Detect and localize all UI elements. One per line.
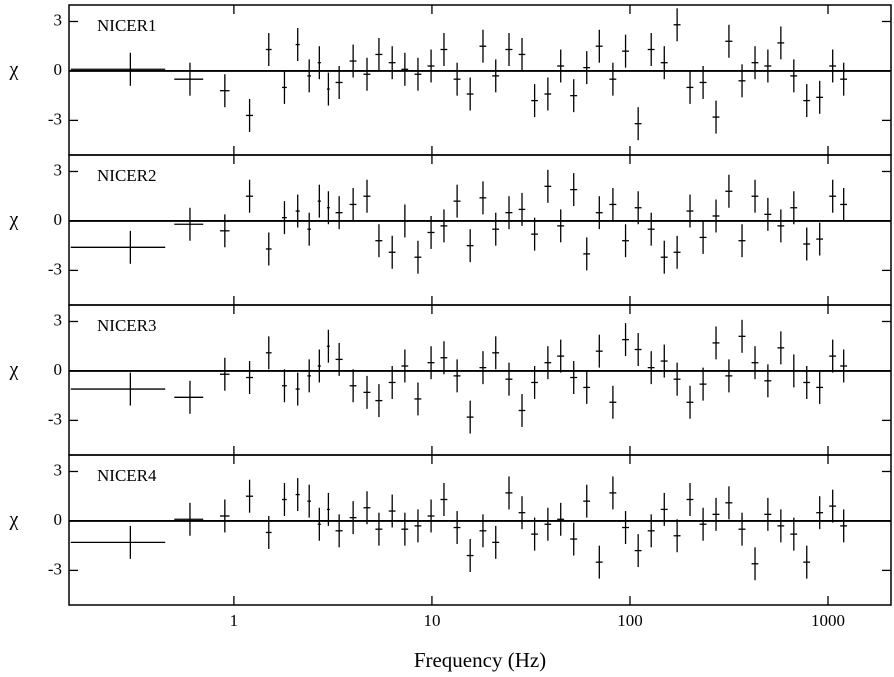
- y-tick-label: 3: [54, 310, 63, 329]
- panel-label: NICER1: [97, 16, 157, 35]
- y-tick-label: -3: [48, 259, 62, 278]
- y-tick-label: 0: [54, 210, 63, 229]
- y-axis-label: χ: [9, 59, 19, 81]
- y-tick-label: -3: [48, 109, 62, 128]
- y-tick-label: 0: [54, 360, 63, 379]
- panel-frame: [68, 454, 892, 606]
- y-tick-label: -3: [48, 409, 62, 428]
- y-tick-label: 3: [54, 160, 63, 179]
- y-axis-label: χ: [9, 509, 19, 531]
- x-tick-label: 100: [617, 611, 643, 630]
- y-tick-label: 3: [54, 10, 63, 29]
- y-tick-label: 0: [54, 60, 63, 79]
- y-tick-label: 0: [54, 510, 63, 529]
- y-tick-label: 3: [54, 460, 63, 479]
- panel-label: NICER4: [97, 466, 157, 485]
- x-tick-label: 10: [423, 611, 440, 630]
- y-tick-label: -3: [48, 559, 62, 578]
- x-axis-label: Frequency (Hz): [414, 648, 546, 672]
- panel-label: NICER2: [97, 166, 157, 185]
- panel-label: NICER3: [97, 316, 157, 335]
- x-tick-label: 1: [230, 611, 239, 630]
- x-tick-label: 1000: [811, 611, 845, 630]
- y-axis-label: χ: [9, 209, 19, 231]
- y-axis-label: χ: [9, 359, 19, 381]
